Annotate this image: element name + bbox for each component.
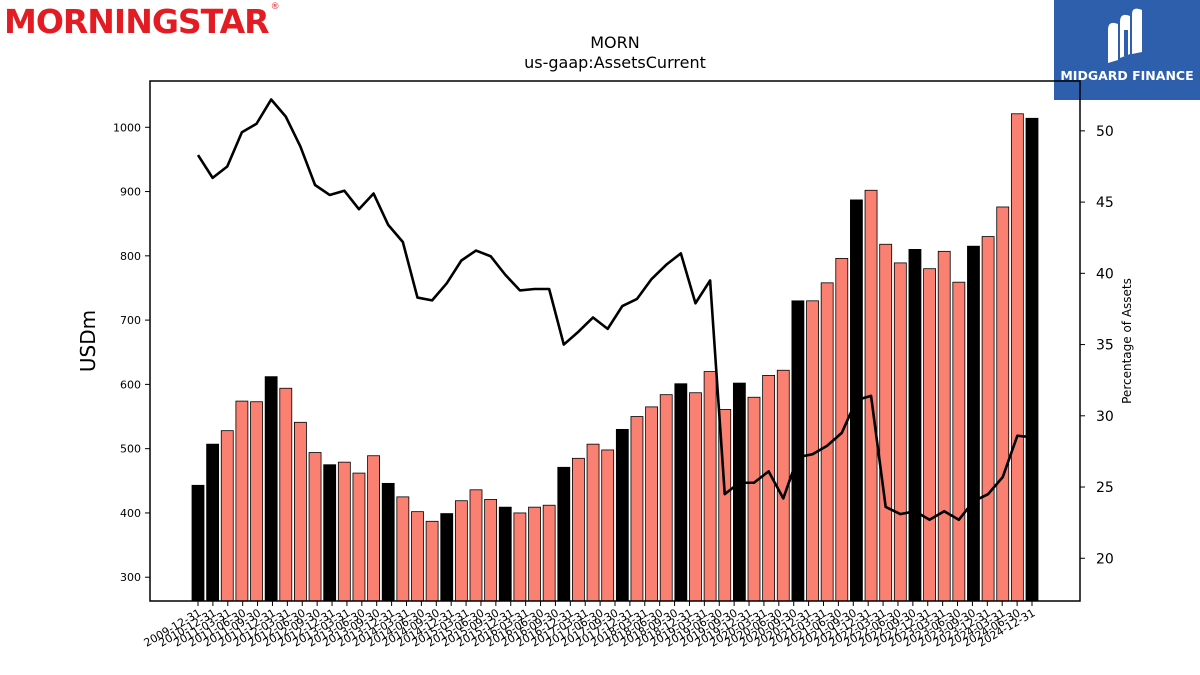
bar <box>513 512 527 602</box>
bar <box>791 300 805 602</box>
midgard-mark-icon <box>1108 8 1142 63</box>
bar <box>908 249 922 602</box>
y2-tick-label: 30 <box>1096 409 1114 425</box>
bar <box>835 257 849 602</box>
midgard-finance-brand: MIDGARD FINANCE <box>1060 68 1194 83</box>
bar <box>967 245 980 602</box>
bar <box>1025 117 1039 602</box>
y-tick-label: 1000 <box>113 121 141 134</box>
bar <box>952 281 966 602</box>
bar <box>981 236 995 602</box>
bar <box>996 206 1010 602</box>
y-tick-label: 500 <box>120 443 141 456</box>
bar <box>498 506 512 602</box>
y-axis-left: 300 400 500 600 700 800 900 1000 <box>113 121 150 584</box>
bar <box>762 374 776 602</box>
bar <box>264 376 278 602</box>
registered-mark: ® <box>270 2 280 12</box>
chart-title: MORN <box>590 33 639 52</box>
bar <box>396 496 410 602</box>
y-tick-label: 600 <box>120 378 141 391</box>
bar <box>630 416 644 602</box>
morningstar-logo: MORNINGSTAR ® <box>4 2 280 41</box>
percentage-line <box>196 98 1033 522</box>
morningstar-logo-text: MORNINGSTAR <box>4 2 270 41</box>
y2-tick-label: 20 <box>1096 551 1114 567</box>
bar <box>937 250 951 602</box>
bar <box>923 268 936 602</box>
bar <box>235 400 249 602</box>
x-axis: 2009-12-312010-12-312011-03-312011-06-30… <box>142 601 1038 650</box>
bar <box>557 466 571 602</box>
bar <box>689 392 702 602</box>
bar <box>279 387 293 602</box>
line-series <box>196 98 1033 522</box>
y-tick-label: 800 <box>120 250 141 263</box>
bar <box>703 371 717 602</box>
y-axis-label: USDm <box>76 310 100 372</box>
midgard-finance-logo: MIDGARD FINANCE <box>1054 0 1200 100</box>
bar <box>893 262 907 602</box>
y2-axis-label: Percentage of Assets <box>1120 278 1134 404</box>
bar <box>440 513 454 602</box>
bar <box>337 461 351 602</box>
bar <box>352 472 366 602</box>
bar <box>879 243 893 602</box>
chart-subtitle: us-gaap:AssetsCurrent <box>524 53 706 72</box>
bar <box>674 383 688 602</box>
bar <box>381 482 395 602</box>
bar <box>411 511 424 602</box>
bar <box>542 504 556 602</box>
bar <box>323 464 337 602</box>
bar <box>250 401 263 602</box>
bar <box>572 457 585 602</box>
bar <box>425 520 439 602</box>
bar <box>454 500 468 602</box>
bar <box>659 394 673 602</box>
bar <box>732 382 746 602</box>
bar <box>747 396 761 602</box>
bar <box>1010 113 1024 602</box>
bar <box>206 443 220 602</box>
bar <box>367 455 380 602</box>
bar <box>615 428 629 602</box>
bar <box>601 449 615 602</box>
y-tick-label: 400 <box>120 507 141 520</box>
y2-tick-label: 45 <box>1096 195 1114 211</box>
y-tick-label: 900 <box>120 186 141 199</box>
bar <box>220 430 234 602</box>
bar <box>484 499 498 602</box>
y-tick-label: 700 <box>120 314 141 327</box>
bar <box>645 406 658 602</box>
y2-tick-label: 40 <box>1096 266 1114 282</box>
bar <box>308 452 322 602</box>
y2-tick-label: 50 <box>1096 124 1114 140</box>
bar <box>528 506 541 602</box>
y-axis-right: 20 25 30 35 40 45 50 <box>1080 124 1114 567</box>
y-tick-label: 300 <box>120 571 141 584</box>
y2-tick-label: 25 <box>1096 480 1114 496</box>
bar <box>191 484 205 602</box>
bar <box>586 443 600 602</box>
y2-tick-label: 35 <box>1096 338 1114 354</box>
bar <box>294 421 307 602</box>
bar <box>469 489 483 602</box>
